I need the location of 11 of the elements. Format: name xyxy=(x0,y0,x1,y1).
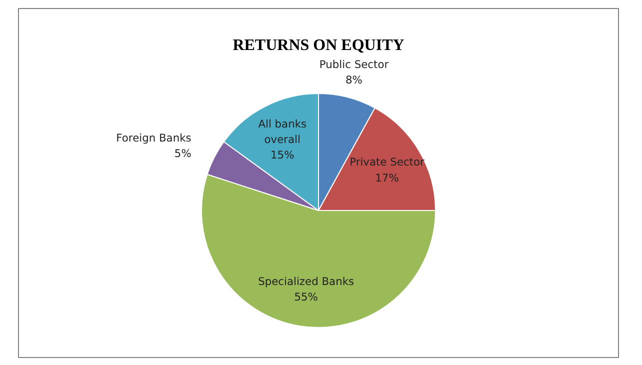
slice-label: Specialized Banks xyxy=(258,274,354,288)
chart-title: RETURNS ON EQUITY xyxy=(232,37,405,54)
data-label: 8% xyxy=(346,74,362,87)
data-label: 15% xyxy=(270,148,294,162)
slice-label: Public Sector xyxy=(319,58,390,71)
slice-label: Foreign Banks xyxy=(116,131,192,144)
slice-label: Private Sector xyxy=(350,156,425,169)
slice-label: All banks overall xyxy=(258,118,308,146)
data-label: 17% xyxy=(375,171,399,184)
data-label: 55% xyxy=(294,290,318,304)
data-label: 5% xyxy=(174,146,192,160)
